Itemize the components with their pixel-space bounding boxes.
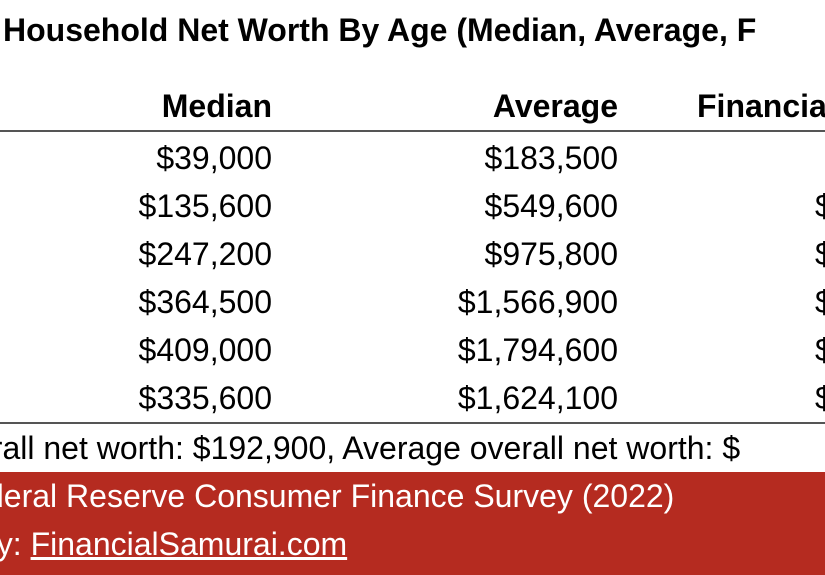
financial-cell: $ <box>815 332 825 368</box>
median-cell: $247,200 <box>138 236 272 272</box>
overall-net-worth-note: erall net worth: $192,900, Average overa… <box>0 430 741 466</box>
median-cell: $335,600 <box>138 380 272 416</box>
average-cell: $183,500 <box>484 140 618 176</box>
financial-samurai-link[interactable]: FinancialSamurai.com <box>30 526 348 562</box>
average-cell: $975,800 <box>484 236 618 272</box>
median-cell: $409,000 <box>138 332 272 368</box>
median-cell: $135,600 <box>138 188 272 224</box>
average-cell: $1,566,900 <box>457 284 618 320</box>
column-header-average: Average <box>492 88 618 124</box>
average-cell: $1,624,100 <box>457 380 618 416</box>
financial-cell: $ <box>815 284 825 320</box>
table-row: $135,600 $549,600 $ <box>0 188 825 236</box>
header-divider <box>0 130 825 132</box>
table-title: Household Net Worth By Age (Median, Aver… <box>3 12 757 48</box>
table-row: $335,600 $1,624,100 $ <box>0 380 825 428</box>
table-row: $409,000 $1,794,600 $ <box>0 332 825 380</box>
credit-line: by: FinancialSamurai.com <box>0 526 347 563</box>
financial-cell: $ <box>815 236 825 272</box>
average-cell: $1,794,600 <box>457 332 618 368</box>
table-row: $39,000 $183,500 <box>0 140 825 188</box>
column-header-financial: Financia <box>697 88 825 124</box>
median-cell: $364,500 <box>138 284 272 320</box>
column-header-median: Median <box>161 88 272 124</box>
financial-cell: $ <box>815 380 825 416</box>
credit-prefix: by: <box>0 526 22 562</box>
financial-cell: $ <box>815 188 825 224</box>
table-row: $247,200 $975,800 $ <box>0 236 825 284</box>
source-band: deral Reserve Consumer Finance Survey (2… <box>0 472 825 575</box>
source-text: deral Reserve Consumer Finance Survey (2… <box>0 478 675 514</box>
average-cell: $549,600 <box>484 188 618 224</box>
table-bottom-divider <box>0 422 825 424</box>
median-cell: $39,000 <box>156 140 272 176</box>
table-row: $364,500 $1,566,900 $ <box>0 284 825 332</box>
